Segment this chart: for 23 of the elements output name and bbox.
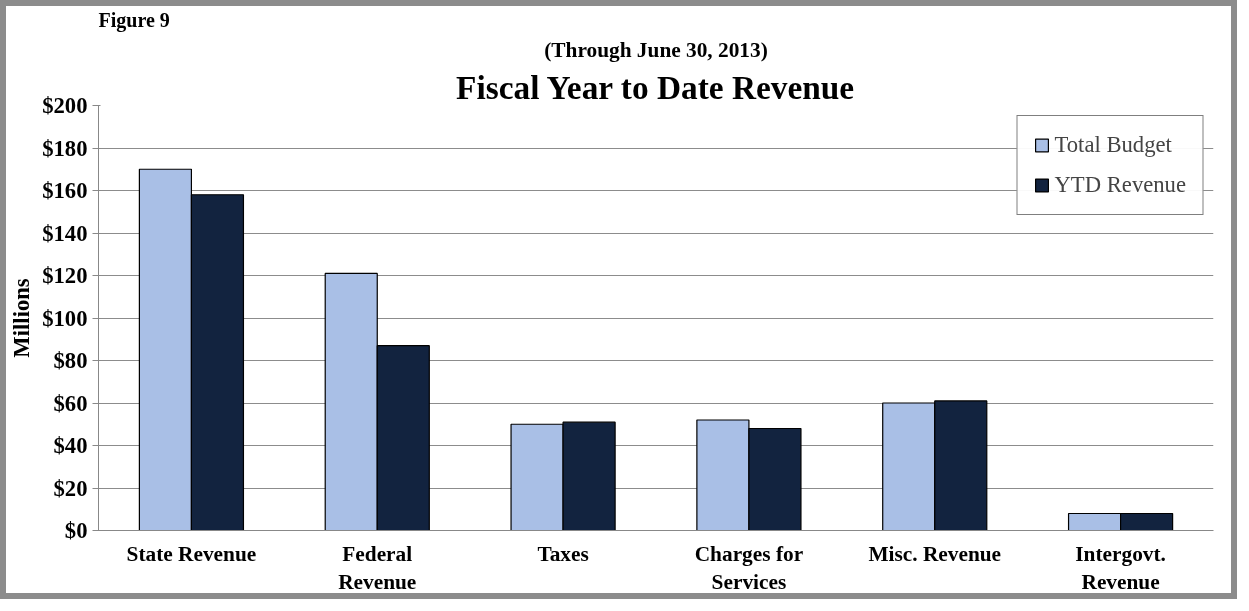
chart-subtitle: (Through June 30, 2013) (544, 37, 768, 62)
x-tick-label: Charges for Services (694, 541, 804, 595)
y-tick-label: $180 (42, 135, 88, 161)
y-tick-label: $200 (42, 93, 88, 118)
y-tick-label: $60 (53, 390, 88, 416)
y-tick-label: $100 (42, 305, 88, 331)
x-tick-label: Misc. Revenue (868, 541, 1002, 566)
y-tick-label: $120 (42, 263, 88, 288)
y-tick-label: $140 (42, 220, 88, 246)
x-tick-label: Taxes (537, 541, 589, 566)
x-tick-label: State Revenue (126, 541, 257, 566)
y-axis-title: Millions (9, 278, 35, 358)
y-tick-label: $160 (42, 178, 88, 203)
y-tick-label: $40 (53, 433, 88, 458)
y-tick-label: $80 (53, 348, 88, 373)
x-tick-label: Intergovt. Revenue (1075, 541, 1166, 595)
legend-label: Total Budget (1054, 132, 1172, 158)
y-tick-label: $20 (53, 475, 88, 501)
legend-label: YTD Revenue (1054, 172, 1186, 198)
y-tick-label: $0 (64, 518, 88, 543)
chart-title: Fiscal Year to Date Revenue (456, 68, 855, 106)
x-tick-label: Federal Revenue (338, 541, 417, 595)
caption: Figure 9 (98, 8, 170, 32)
